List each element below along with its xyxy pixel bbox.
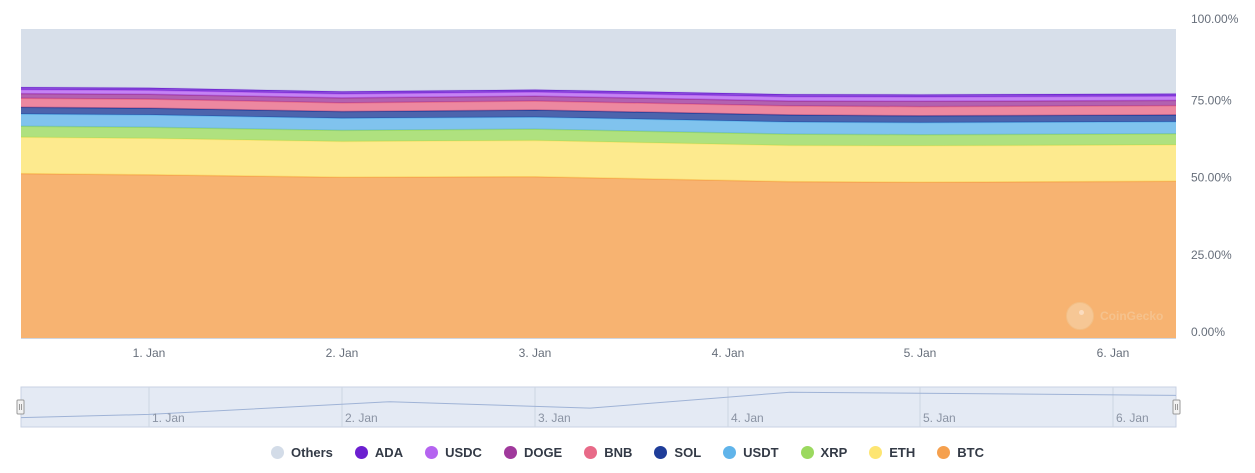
navigator-tick-label: 1. Jan: [152, 411, 185, 425]
watermark-text: CoinGecko: [1100, 309, 1164, 323]
navigator-tick-label: 6. Jan: [1116, 411, 1149, 425]
area-xrp: [21, 126, 1176, 146]
navigator-tick-label: 3. Jan: [538, 411, 571, 425]
range-navigator[interactable]: 1. Jan 2. Jan 3. Jan 4. Jan 5. Jan 6. Jan: [0, 380, 1255, 432]
legend-item-xrp[interactable]: XRP: [800, 444, 848, 460]
legend-label: SOL: [674, 444, 702, 460]
navigator-tick-label: 2. Jan: [345, 411, 378, 425]
legend-label: XRP: [820, 444, 848, 460]
legend-item-ada[interactable]: ADA: [354, 444, 404, 460]
legend-label: BTC: [957, 444, 984, 460]
legend-color-icon: [800, 445, 814, 459]
navigator-tick-label: 5. Jan: [923, 411, 956, 425]
legend-item-doge[interactable]: DOGE: [503, 444, 563, 460]
legend-item-others[interactable]: Others: [271, 445, 333, 460]
legend-color-icon: [584, 445, 598, 459]
legend-item-btc[interactable]: BTC: [937, 445, 984, 460]
y-tick-label: 0.00%: [1191, 325, 1225, 339]
x-tick-label: 6. Jan: [1097, 346, 1130, 360]
x-tick-label: 1. Jan: [133, 346, 166, 360]
legend-label: Others: [291, 444, 333, 460]
market-dominance-chart: 1. Jan 2. Jan 3. Jan 4. Jan 5. Jan 6. Jan 100.…: [20, 12, 1239, 360]
legend-color-icon: [723, 445, 737, 459]
legend-label: USDC: [445, 444, 482, 460]
area-usdc: [21, 89, 1176, 102]
legend-label: DOGE: [523, 444, 563, 460]
coingecko-watermark: CoinGecko: [1066, 302, 1163, 330]
area-others: [21, 29, 1176, 95]
area-usdt: [21, 114, 1176, 135]
legend-item-usdt[interactable]: USDT: [723, 444, 779, 460]
legend-label: BNB: [604, 444, 633, 460]
legend-item-eth[interactable]: ETH: [869, 445, 915, 460]
area-doge: [21, 93, 1176, 107]
area-eth: [21, 137, 1176, 183]
navigator-handle-right[interactable]: [1172, 399, 1181, 415]
navigator-handle-left[interactable]: [16, 399, 25, 415]
legend-item-usdc[interactable]: USDC: [425, 445, 482, 460]
legend-color-icon: [425, 445, 439, 459]
y-tick-label: 75.00%: [1191, 93, 1232, 107]
y-tick-label: 50.00%: [1191, 171, 1232, 185]
x-tick-label: 3. Jan: [519, 346, 552, 360]
legend-label: USDT: [743, 444, 779, 460]
legend-color-icon: [654, 445, 668, 459]
legend-color-icon: [869, 445, 883, 459]
chart-legend: Others ADA USDC DOGE BNB SOL USDT XRP ETH BTC: [0, 440, 1255, 464]
x-tick-label: 2. Jan: [326, 346, 359, 360]
legend-label: ADA: [374, 444, 404, 460]
x-tick-label: 5. Jan: [904, 346, 937, 360]
y-tick-label: 100.00%: [1191, 12, 1239, 26]
legend-color-icon: [503, 445, 517, 459]
navigator-tick-label: 4. Jan: [731, 411, 764, 425]
navigator-series-line: [20, 391, 1177, 419]
legend-item-sol[interactable]: SOL: [654, 445, 701, 460]
x-tick-label: 4. Jan: [712, 346, 745, 360]
legend-label: ETH: [889, 444, 916, 460]
area-btc: [21, 173, 1176, 338]
y-tick-label: 25.00%: [1191, 248, 1232, 262]
coingecko-logo-icon: [1066, 302, 1094, 330]
legend-item-bnb[interactable]: BNB: [584, 445, 632, 460]
legend-color-icon: [937, 445, 951, 459]
legend-color-icon: [271, 445, 285, 459]
legend-color-icon: [354, 445, 368, 459]
